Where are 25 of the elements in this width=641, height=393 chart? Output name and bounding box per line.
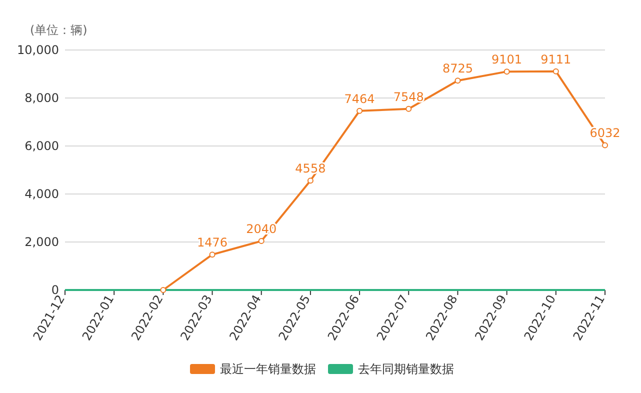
data-label: 7464 xyxy=(344,92,375,106)
data-label: 7548 xyxy=(393,90,424,104)
point xyxy=(454,78,461,84)
legend-label: 最近一年销量数据 xyxy=(220,362,316,376)
data-label: 9111 xyxy=(540,52,572,66)
y-tick-label: 0 xyxy=(51,283,59,297)
y-tick-label: 4,000 xyxy=(24,187,59,201)
y-tick-label: 6,000 xyxy=(24,139,59,153)
point xyxy=(602,142,608,148)
point xyxy=(406,106,412,112)
point xyxy=(307,178,314,184)
data-label: 9101 xyxy=(492,52,522,67)
legend-label: 去年同期销量数据 xyxy=(358,362,454,376)
y-axis-title: (单位：辆) xyxy=(30,23,88,37)
data-label: 8725 xyxy=(442,62,473,76)
point xyxy=(356,108,363,114)
point xyxy=(258,238,264,244)
point xyxy=(160,287,166,293)
data-label: 1476 xyxy=(197,236,228,250)
point xyxy=(552,68,559,74)
point xyxy=(209,252,216,258)
y-tick-label: 2,000 xyxy=(24,235,59,249)
point xyxy=(504,68,510,75)
y-tick-label: 10,000 xyxy=(17,43,59,57)
y-tick-label: 8,000 xyxy=(24,91,59,105)
